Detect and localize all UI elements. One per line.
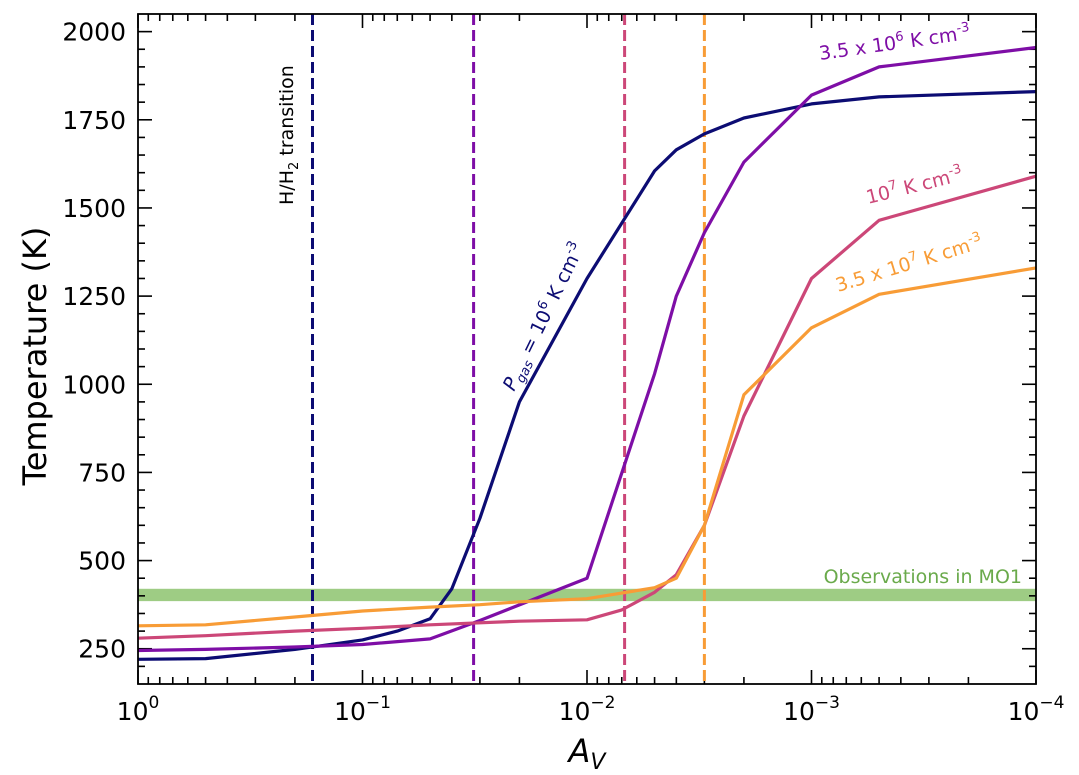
- y-tick-label: 1250: [62, 282, 126, 311]
- s35e7-unit: K cm: [915, 235, 973, 272]
- vertical-lines: [311, 14, 706, 684]
- h2-transition-label: H/H2 transition: [276, 65, 302, 205]
- y-axis-title: Temperature (K): [16, 227, 54, 487]
- x-tick-base: 10: [559, 697, 591, 726]
- x-axis-title-main: A: [567, 732, 591, 770]
- s35e6-unit: K cm: [903, 24, 959, 53]
- s1e7-unit-exp: -3: [947, 162, 963, 180]
- y-tick-labels: 250 500 750 1000 1250 1500 1750 2000: [62, 18, 126, 664]
- x-tick-exp: −3: [815, 693, 840, 713]
- y-tick-label: 1750: [62, 106, 126, 135]
- y-tick-label: 1000: [62, 370, 126, 399]
- plot-frame: [137, 13, 1037, 685]
- series-line: [137, 266, 1037, 628]
- y-tick-label: 1500: [62, 194, 126, 223]
- x-tick-base: 10: [1008, 697, 1040, 726]
- s35e7-unit-exp: -3: [966, 229, 983, 247]
- x-tick-labels: 100 10−1 10−2 10−3 10−4: [117, 693, 1065, 726]
- y-tick-label: 500: [78, 547, 126, 576]
- series-line: [137, 45, 1037, 653]
- observations-band: [138, 588, 1036, 602]
- pgas-text: = 10: [514, 307, 557, 364]
- series-1e7-label: 107 K cm-3: [863, 162, 965, 209]
- x-tick-base: 10: [334, 697, 366, 726]
- h2-label-sub: 2: [287, 162, 302, 170]
- pgas-unit: K cm: [540, 251, 583, 309]
- series-lines: [137, 45, 1037, 661]
- x-tick-label: 100: [117, 693, 160, 726]
- x-tick-label: 10−1: [334, 693, 391, 726]
- x-tick-base: 10: [783, 697, 815, 726]
- x-axis-title-sub: V: [590, 750, 607, 775]
- series-line: [137, 90, 1037, 661]
- x-tick-label: 10−3: [783, 693, 840, 726]
- pgas-series-label: Pgas = 106 K cm-3: [497, 239, 593, 396]
- observations-band-label: Observations in MO1: [824, 566, 1022, 588]
- series-line: [137, 174, 1037, 640]
- s35e6-unit-exp: -3: [955, 20, 970, 37]
- x-tick-exp: −4: [1039, 693, 1064, 713]
- y-tick-label: 750: [78, 458, 126, 487]
- x-tick-exp: 0: [148, 693, 159, 713]
- y-tick-label: 2000: [62, 18, 126, 47]
- pgas-unit-exp: -3: [562, 239, 581, 257]
- x-tick-exp: −1: [366, 693, 391, 713]
- s35e6-text: 3.5 x 10: [818, 32, 898, 65]
- s35e6-exp: 6: [894, 29, 904, 45]
- x-tick-exp: −2: [590, 693, 615, 713]
- x-tick-label: 10−2: [559, 693, 616, 726]
- y-tick-label: 250: [78, 635, 126, 664]
- h2-label-pre: H/H: [276, 170, 298, 205]
- s1e7-unit: K cm: [895, 167, 952, 201]
- s1e7-exp: 7: [887, 178, 899, 195]
- x-tick-base: 10: [117, 697, 149, 726]
- x-tick-label: 10−4: [1008, 693, 1065, 726]
- x-axis-title: AV: [567, 732, 608, 775]
- h2-label-post: transition: [276, 65, 298, 162]
